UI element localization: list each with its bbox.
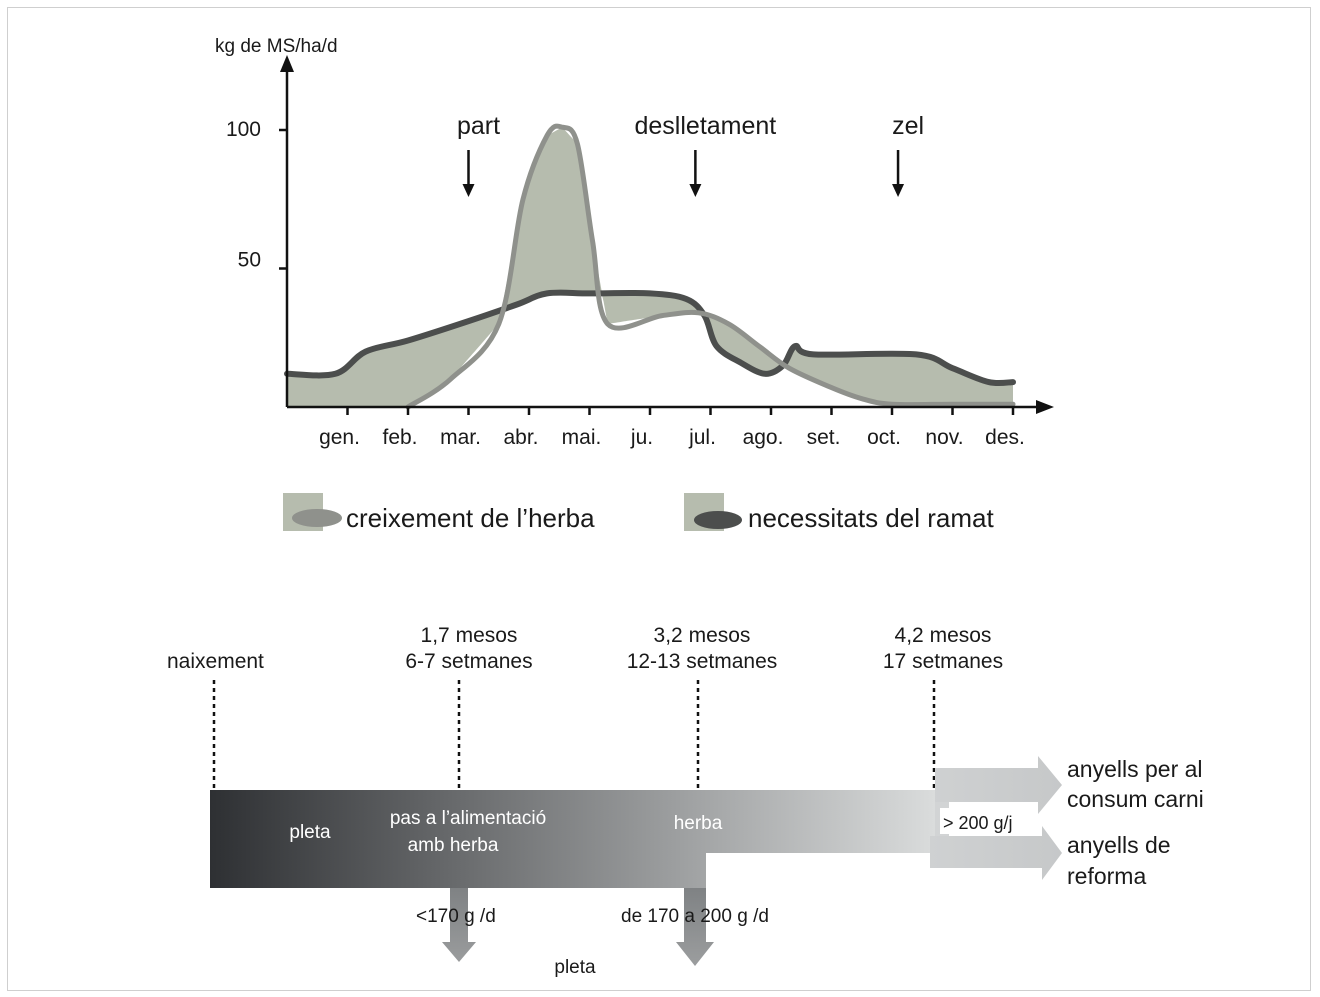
series-lines [284,123,1016,410]
marker-label-1-weeks: 6-7 setmanes [405,650,532,673]
rate-label-box [940,808,1025,834]
exit-label-early: <170 g /d [416,906,496,927]
legend-item-herd: necessitats del ramat [684,493,994,533]
x-tick-label: oct. [867,426,901,449]
legend-label: creixement de l’herba [346,503,595,533]
x-axis-arrowhead [1036,400,1054,414]
exit-arrow-early [442,880,476,962]
marker-label-2-weeks: 12-13 setmanes [627,650,778,673]
figure-frame [7,7,1311,991]
x-tick-label: nov. [925,426,963,449]
x-tick-label: set. [807,426,841,449]
x-tick-label: feb. [382,426,417,449]
x-tick-label: jul. [688,426,716,449]
series-line-grass-growth [405,123,1016,410]
x-tick-label: gen. [319,426,360,449]
stage-label-transition-1: pas a l’alimentació [390,808,546,829]
event-arrow-head [892,184,905,197]
event-label: part [457,112,500,140]
outcome-arrow-meat [935,756,1062,814]
y-tick-label: 100 [226,118,261,141]
marker-label-birth: naixement [167,650,264,673]
lamb-timeline: naixement 1,7 mesos 6-7 setmanes 3,2 mes… [167,624,1204,978]
event-arrow-head [689,184,702,197]
event-label: deslletament [635,112,777,140]
x-ticks: gen. feb. mar. abr. mai. ju. jul. ago. set. oct. n… [319,407,1025,449]
outcome-arrow-breeding [930,826,1062,880]
outcome-meat-line2: consum carni [1067,786,1204,812]
area-between-series [287,127,1013,408]
outcome-breeding-line2: reforma [1067,863,1146,889]
y-axis-label: kg de MS/ha/d [215,36,338,57]
exit-label-pen: pleta [554,957,596,978]
stage-label-transition-2: amb herba [408,835,499,856]
exit-label-middle: de 170 a 200 g /d [621,906,769,927]
stage-label-pen: pleta [289,822,331,843]
x-tick-label: ago. [743,426,784,449]
legend-item-grass: creixement de l’herba [283,493,595,533]
outcome-breeding-line1: anyells de [1067,832,1171,858]
marker-label-2-months: 3,2 mesos [654,624,751,647]
series-line-herd-needs [284,289,1016,387]
growth-bar [210,790,935,888]
grass-growth-chart: kg de MS/ha/d 50 100 gen. feb. mar. abr. mai.… [215,36,1054,533]
x-tick-label: mar. [440,426,481,449]
event-label: zel [892,112,924,140]
legend-line-marker [292,509,342,527]
event-arrow-head [462,184,475,197]
marker-label-1-months: 1,7 mesos [421,624,518,647]
legend-label: necessitats del ramat [748,503,994,533]
legend: creixement de l’herba necessitats del ra… [283,493,994,533]
x-tick-label: abr. [503,426,538,449]
y-tick-label: 50 [238,249,261,272]
difference-fill [287,127,1013,408]
outcome-meat-line1: anyells per al [1067,756,1203,782]
rate-label-top: > 200 g/j [943,813,1013,833]
event-markers: part deslletament zel [457,112,924,197]
marker-label-3-weeks: 17 setmanes [883,650,1003,673]
stage-label-grass: herba [674,813,723,834]
x-tick-label: ju. [630,426,653,449]
x-tick-label: mai. [562,426,602,449]
y-ticks: 50 100 [226,118,287,272]
x-tick-label: des. [985,426,1025,449]
y-axis-arrowhead [280,55,294,72]
legend-line-marker [694,511,742,529]
marker-label-3-months: 4,2 mesos [895,624,992,647]
